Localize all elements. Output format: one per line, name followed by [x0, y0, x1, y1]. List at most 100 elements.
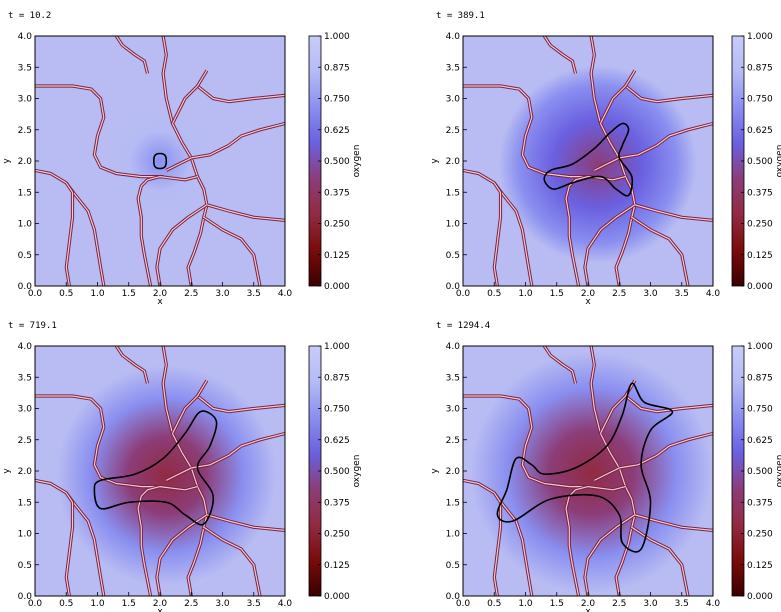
vessel-core-3 — [65, 492, 74, 596]
vessel-core-7 — [565, 176, 626, 286]
colorbar-label: oxygen — [775, 145, 781, 178]
vessel-core-13 — [599, 70, 636, 124]
x-tick-label: 4.0 — [706, 599, 721, 609]
x-tick-label: 2.0 — [581, 289, 596, 299]
vessel-core-4 — [543, 36, 577, 74]
colorbar-label: oxygen — [775, 455, 781, 488]
colorbar-tick-label: 0.500 — [747, 467, 773, 477]
panel-1: 0.0 0.5 1.0 1.5 2.0 2.5 3.0 3.5 4.0 0.0 0.5 1.0 1.5 2… — [2, 11, 362, 307]
x-tick-label: 1.5 — [122, 599, 136, 609]
x-tick-label: 3.0 — [643, 599, 658, 609]
colorbar-tick-label: 0.500 — [324, 467, 350, 477]
x-tick-label: 0.5 — [487, 289, 501, 299]
x-axis-label: x — [585, 297, 591, 307]
panel-title: t = 1294.4 — [436, 321, 490, 331]
colorbar-tick-label: 0.875 — [324, 373, 350, 383]
vessel-core-8 — [191, 432, 285, 469]
x-axis-label: x — [157, 297, 163, 307]
vessel-core-4 — [543, 346, 577, 384]
colorbar-tick-label: 0.250 — [747, 220, 773, 230]
panel-3: 0.0 0.5 1.0 1.5 2.0 2.5 3.0 3.5 4.0 0.0 0.5 1.0 1.5 2… — [2, 321, 362, 612]
vessel-core-2 — [463, 479, 533, 596]
x-tick-label: 1.0 — [90, 289, 105, 299]
vessel-network — [35, 36, 285, 286]
y-tick-label: 0.5 — [18, 251, 32, 261]
tumor-contour — [496, 382, 674, 553]
x-tick-label: 1.0 — [518, 599, 533, 609]
vessel-core-10 — [156, 514, 208, 596]
vessel-network — [463, 36, 713, 286]
x-tick-label: 2.5 — [184, 289, 198, 299]
x-tick-label: 3.5 — [247, 289, 261, 299]
colorbar-tick-label: 0.000 — [324, 282, 350, 292]
colorbar-tick-label: 0.750 — [747, 405, 773, 415]
colorbar-tick-label: 0.125 — [324, 561, 350, 571]
colorbar-tick-label: 1.000 — [747, 342, 773, 352]
oxygen-field — [463, 36, 713, 286]
x-tick-label: 0.0 — [456, 599, 471, 609]
x-tick-label: 3.5 — [675, 599, 689, 609]
x-tick-label: 4.0 — [278, 599, 293, 609]
colorbar-tick-label: 0.125 — [747, 251, 773, 261]
x-tick-label: 1.0 — [518, 289, 533, 299]
panel-title: t = 10.2 — [8, 11, 51, 21]
vessel-core-2 — [463, 169, 533, 286]
vessel-network — [35, 346, 285, 596]
vessel-core-4 — [115, 346, 149, 384]
colorbar-tick-label: 0.625 — [324, 436, 350, 446]
colorbar-tick-label: 0.875 — [324, 63, 350, 73]
vessel-core-13 — [171, 70, 208, 124]
y-axis-label: y — [2, 158, 12, 164]
colorbar-tick-label: 0.250 — [747, 530, 773, 540]
x-tick-label: 1.5 — [550, 599, 564, 609]
vessel-network — [463, 346, 713, 596]
colorbar-tick-label: 0.375 — [747, 498, 773, 508]
vessel-core-12 — [631, 216, 689, 286]
vessel-core-7 — [565, 486, 626, 596]
colorbar-tick-label: 0.000 — [747, 282, 773, 292]
y-tick-label: 1.5 — [446, 498, 460, 508]
x-axis-label: x — [585, 607, 591, 612]
y-tick-label: 3.5 — [446, 373, 460, 383]
y-axis-label: y — [430, 468, 440, 474]
y-tick-label: 3.0 — [446, 405, 461, 415]
x-tick-label: 3.0 — [215, 289, 230, 299]
y-tick-label: 1.5 — [18, 188, 32, 198]
vessel-core-1 — [35, 395, 164, 488]
x-tick-label: 1.5 — [122, 289, 136, 299]
x-tick-label: 4.0 — [706, 289, 721, 299]
vessel-core-10 — [156, 204, 208, 286]
vessel-core-11 — [634, 204, 713, 221]
y-tick-label: 2.0 — [446, 157, 461, 167]
vessel-core-6 — [594, 157, 620, 171]
vessel-core-9 — [197, 395, 285, 413]
vessel-core-10 — [584, 204, 636, 286]
y-tick-label: 0.0 — [18, 282, 33, 292]
y-tick-label: 4.0 — [446, 342, 461, 352]
vessel-core-12 — [203, 526, 261, 596]
x-tick-label: 2.5 — [612, 599, 626, 609]
panel-title: t = 719.1 — [8, 321, 57, 331]
vessel-core-13 — [599, 380, 636, 434]
x-tick-label: 2.0 — [153, 289, 168, 299]
y-tick-label: 1.5 — [18, 498, 32, 508]
colorbar-tick-label: 0.125 — [747, 561, 773, 571]
vessel-core-8 — [619, 432, 713, 469]
y-tick-label: 2.5 — [18, 126, 32, 136]
y-tick-label: 0.5 — [446, 251, 460, 261]
x-tick-label: 3.0 — [643, 289, 658, 299]
x-tick-label: 3.5 — [675, 289, 689, 299]
y-tick-label: 3.0 — [18, 95, 33, 105]
colorbar-tick-label: 0.500 — [747, 157, 773, 167]
panel-2: 0.0 0.5 1.0 1.5 2.0 2.5 3.0 3.5 4.0 0.0 0.5 1.0 1.5 2… — [430, 11, 781, 307]
tumor-contour — [543, 122, 634, 197]
x-tick-label: 1.5 — [550, 289, 564, 299]
colorbar-tick-label: 0.875 — [747, 373, 773, 383]
vessel-core-7 — [137, 486, 198, 596]
y-tick-label: 3.0 — [18, 405, 33, 415]
vessel-core-3 — [65, 182, 74, 286]
x-tick-label: 0.5 — [487, 599, 501, 609]
y-tick-label: 4.0 — [18, 32, 33, 42]
colorbar-tick-label: 0.250 — [324, 220, 350, 230]
vessel-core-8 — [191, 122, 285, 159]
